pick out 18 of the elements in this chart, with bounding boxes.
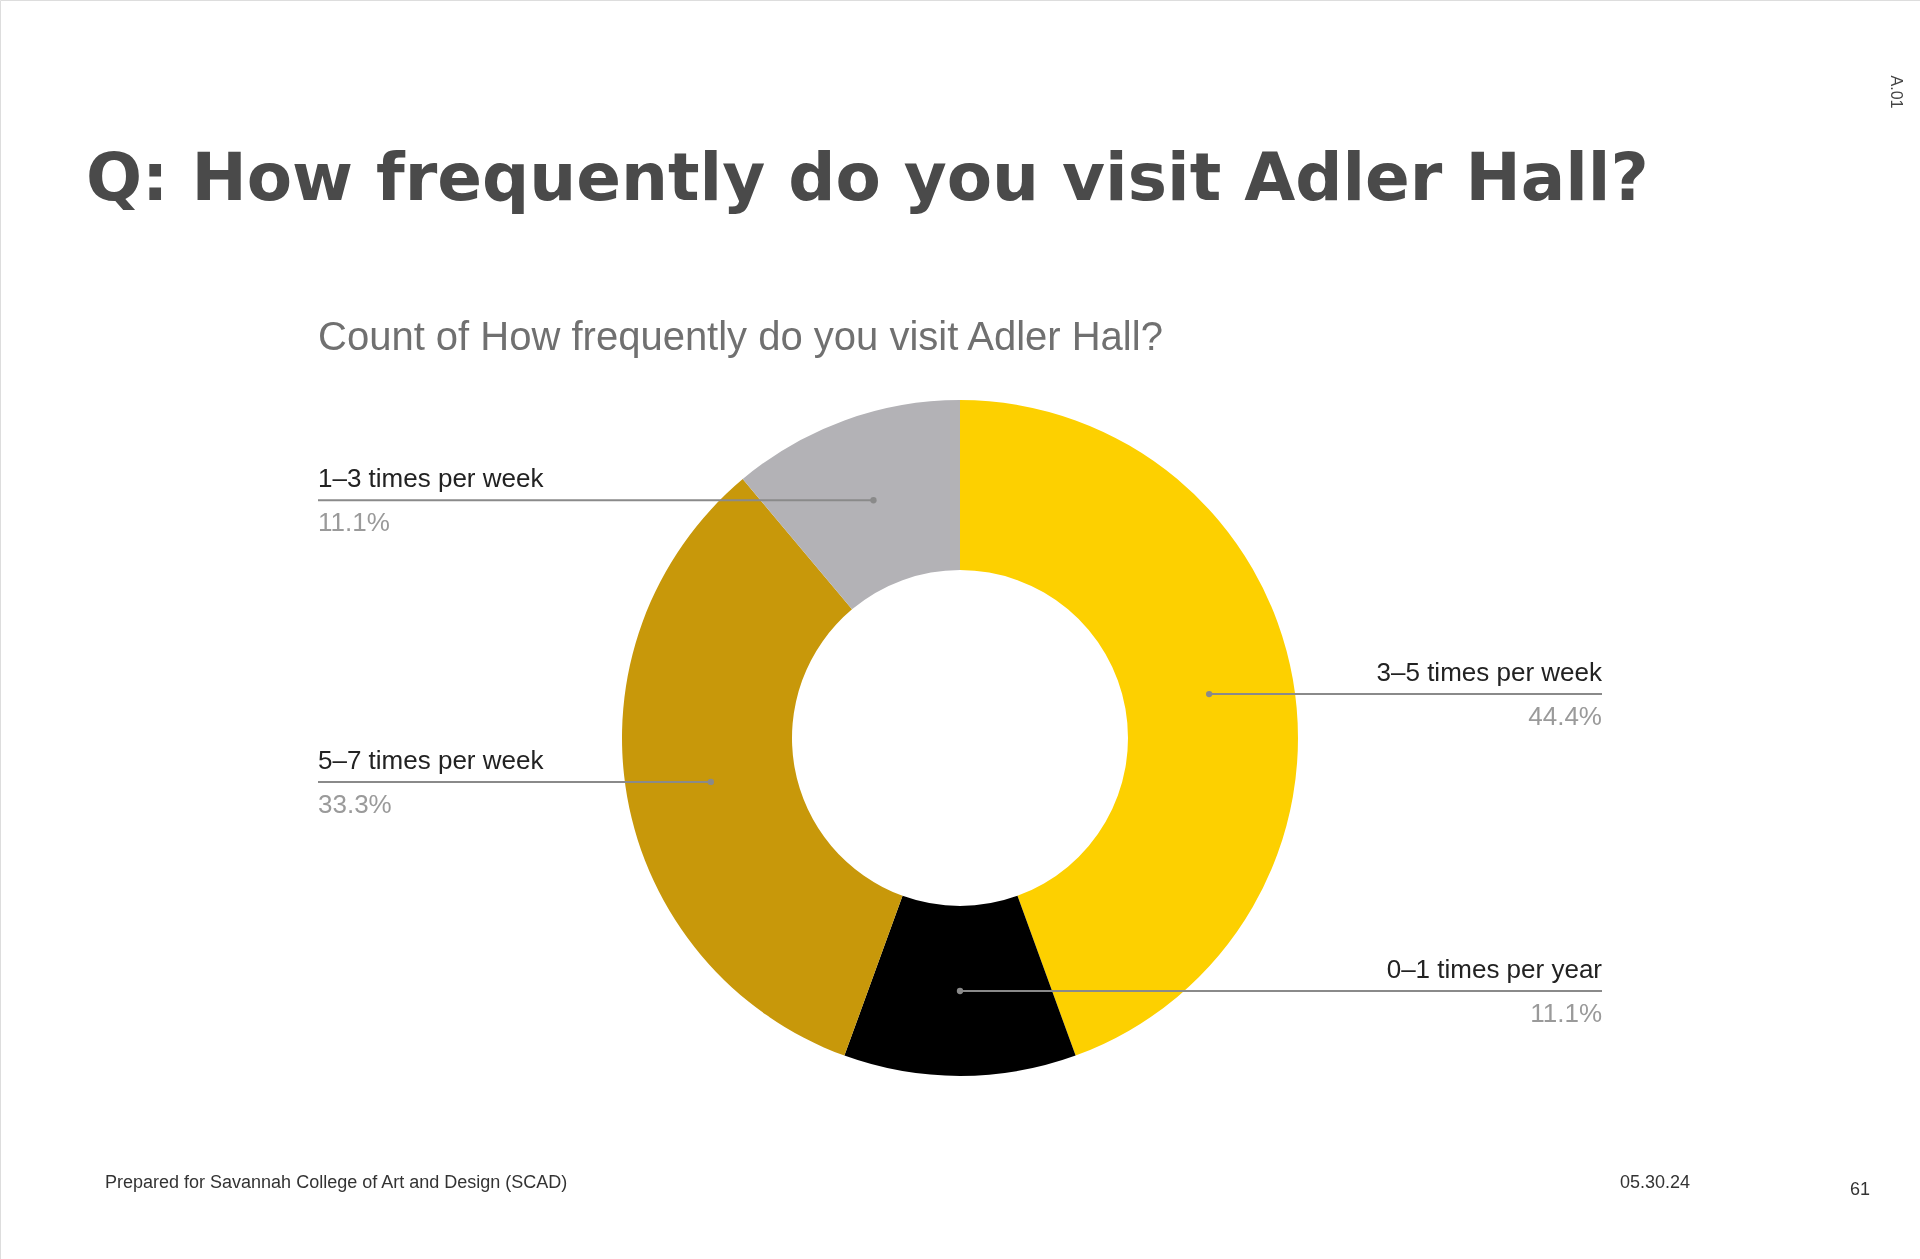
slice-label: 3–5 times per week	[1376, 657, 1603, 688]
donut-slice	[742, 400, 960, 610]
data-label: 11.1%	[1530, 998, 1602, 1028]
chart-title: Q: How frequently do you visit Adler Hall?	[86, 139, 1649, 216]
donut-slice	[844, 895, 1076, 1076]
data-label: 44.4%	[1528, 701, 1602, 732]
data-label: 33.3%	[318, 788, 392, 819]
text: Prepared for Savannah College of Art and Design (SCAD)	[105, 1172, 568, 1192]
text: 05.30.24	[1619, 1172, 1690, 1192]
slice-label: 1–3 times per week	[318, 463, 545, 494]
slice-label: 5–7 times per week	[318, 744, 545, 775]
donut-slice	[622, 479, 903, 1056]
data-label: 11.1%	[318, 507, 390, 538]
donut-slice	[960, 400, 1298, 1056]
text: A.01	[1888, 75, 1905, 109]
chart-subtitle: Count of How frequently do you visit Adler Hall?	[318, 314, 1163, 358]
text: 61	[1849, 1179, 1870, 1199]
slice-label: 0–1 times per year	[1386, 954, 1603, 984]
